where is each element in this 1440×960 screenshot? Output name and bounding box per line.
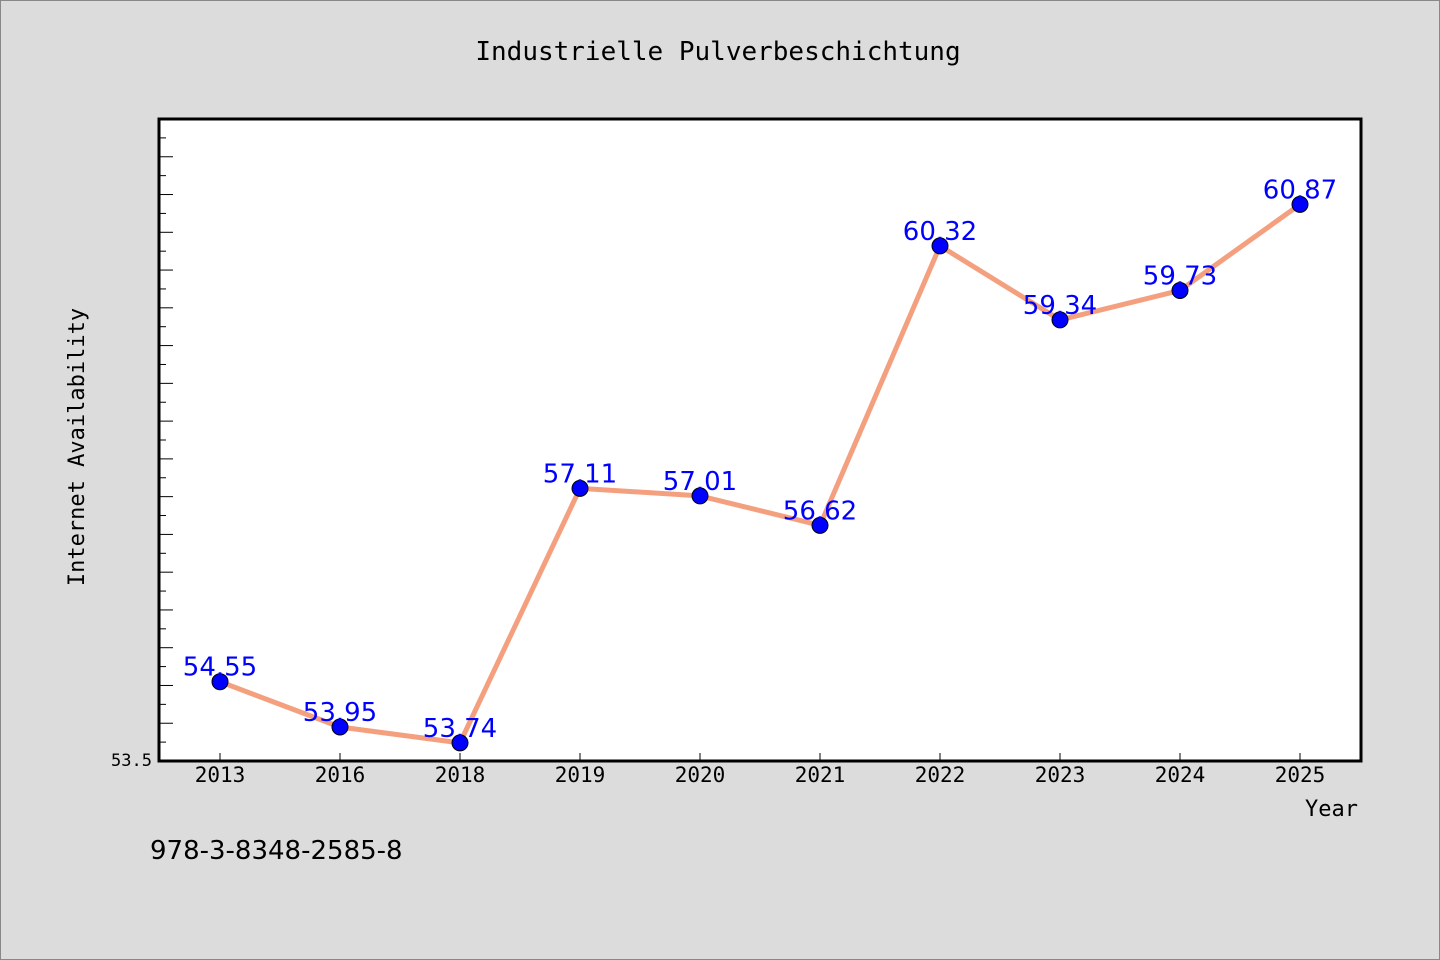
x-tick-label: 2013 xyxy=(195,763,246,787)
data-point xyxy=(931,237,949,255)
data-label: 57.11 xyxy=(543,459,617,489)
data-point xyxy=(571,479,589,497)
data-point xyxy=(1291,195,1309,213)
data-point xyxy=(331,718,349,736)
x-axis-ticks: 2013 2016 2018 2019 2020 2021 2022 2023 2024 2025 xyxy=(195,753,1326,787)
x-axis-label: Year xyxy=(1305,797,1358,822)
data-point xyxy=(1171,281,1189,299)
x-tick-label: 2024 xyxy=(1155,763,1206,787)
x-tick-label: 2022 xyxy=(915,763,966,787)
data-point xyxy=(211,673,229,691)
y-axis-ticks xyxy=(159,137,173,743)
x-tick-label: 2020 xyxy=(675,763,726,787)
data-label: 53.95 xyxy=(303,698,377,728)
isbn-text: 978-3-8348-2585-8 xyxy=(150,836,403,866)
y-axis-label: Internet Availability xyxy=(65,308,90,586)
data-point xyxy=(691,487,709,505)
data-label: 59.73 xyxy=(1143,261,1217,291)
data-label: 53.74 xyxy=(423,714,497,744)
plot-area xyxy=(157,117,1363,763)
data-label: 60.87 xyxy=(1263,175,1337,205)
x-tick-label: 2025 xyxy=(1275,763,1326,787)
data-label: 57.01 xyxy=(663,467,737,497)
data-label: 56.62 xyxy=(783,496,857,526)
data-point xyxy=(1051,311,1069,329)
series-markers xyxy=(211,195,1309,752)
x-tick-label: 2018 xyxy=(435,763,486,787)
chart-title: Industrielle Pulverbeschichtung xyxy=(475,37,960,67)
y-tick-label-min: 53.5 xyxy=(111,751,152,771)
series-data-labels: 54.55 53.95 53.74 57.11 57.01 56.62 60.32 59.34… xyxy=(183,175,1337,744)
data-label: 59.34 xyxy=(1023,291,1097,321)
series-line xyxy=(217,201,1303,746)
x-tick-label: 2016 xyxy=(315,763,366,787)
x-tick-label: 2019 xyxy=(555,763,606,787)
data-point xyxy=(811,516,829,534)
data-label: 60.32 xyxy=(903,217,977,247)
data-point xyxy=(451,734,469,752)
x-tick-label: 2021 xyxy=(795,763,846,787)
x-tick-label: 2023 xyxy=(1035,763,1086,787)
data-label: 54.55 xyxy=(183,653,257,683)
